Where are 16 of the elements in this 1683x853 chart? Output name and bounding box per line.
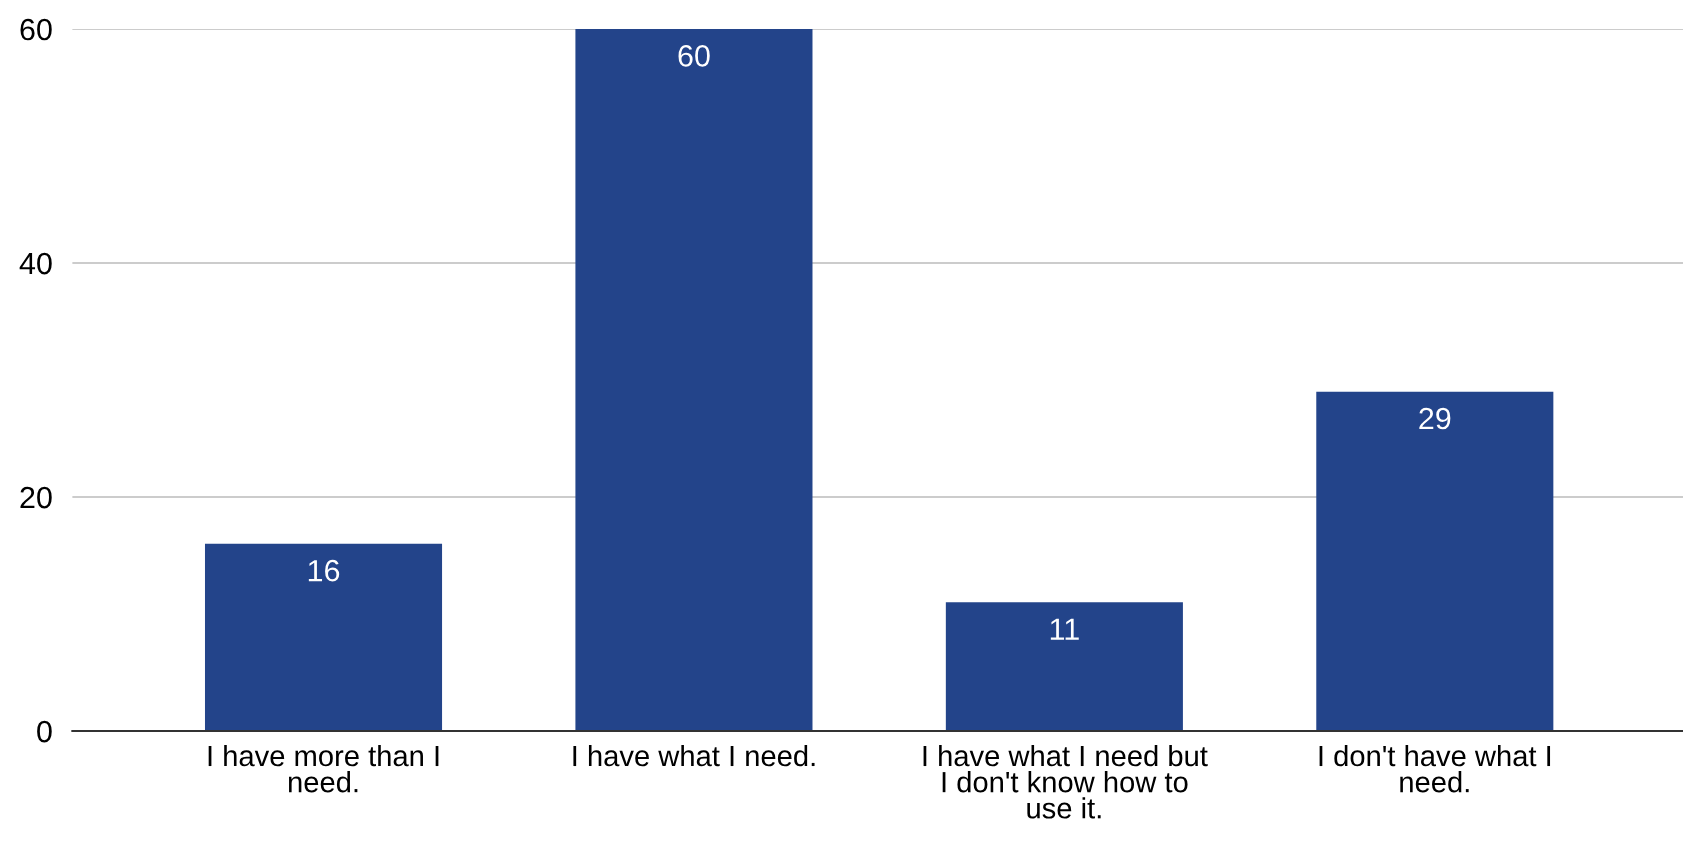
bar — [945, 602, 1183, 732]
bar — [1316, 391, 1554, 732]
data-label: 16 — [308, 559, 340, 582]
y-tick-label: 40 — [19, 252, 52, 275]
bar — [204, 543, 443, 732]
x-tick-label: I have more than I need. — [208, 744, 439, 793]
data-label: 29 — [1419, 407, 1451, 430]
bar — [575, 29, 813, 732]
x-tick-label: I don't have what I need. — [1319, 744, 1551, 793]
x-tick-label: I have what I need. — [573, 744, 815, 767]
y-tick-label: 0 — [37, 720, 52, 743]
y-tick-label: 20 — [20, 486, 52, 509]
data-label: 11 — [1050, 618, 1079, 640]
x-tick-label: I have what I need but I don't know how to use it. — [923, 744, 1208, 819]
y-tick-label: 60 — [20, 18, 52, 41]
data-label: 60 — [678, 45, 710, 67]
